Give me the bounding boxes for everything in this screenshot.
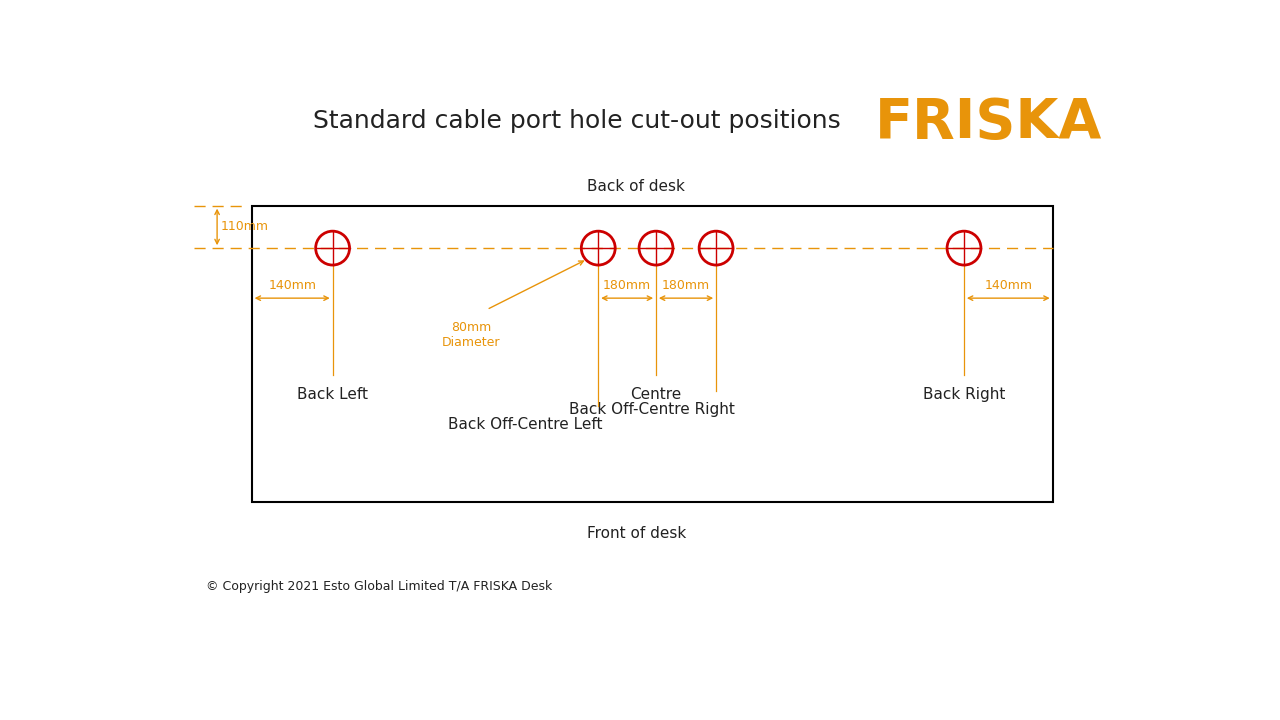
Text: 180mm: 180mm (603, 279, 652, 292)
Text: Front of desk: Front of desk (586, 526, 686, 541)
Text: Back of desk: Back of desk (588, 179, 685, 194)
Text: © Copyright 2021 Esto Global Limited T/A FRISKA Desk: © Copyright 2021 Esto Global Limited T/A… (206, 580, 552, 593)
Text: Back Right: Back Right (923, 387, 1005, 402)
Text: Back Off-Centre Right: Back Off-Centre Right (570, 402, 735, 417)
Text: Back Off-Centre Left: Back Off-Centre Left (448, 418, 603, 433)
Text: FRISKA: FRISKA (876, 96, 1102, 150)
Text: 140mm: 140mm (269, 279, 316, 292)
Text: Standard cable port hole cut-out positions: Standard cable port hole cut-out positio… (314, 109, 841, 133)
Text: 80mm
Diameter: 80mm Diameter (442, 321, 500, 349)
Bar (252, 206, 1052, 502)
Text: 110mm: 110mm (221, 220, 269, 233)
Text: Back Left: Back Left (297, 387, 369, 402)
Text: Centre: Centre (630, 387, 682, 402)
Text: 140mm: 140mm (984, 279, 1032, 292)
Text: 180mm: 180mm (662, 279, 710, 292)
